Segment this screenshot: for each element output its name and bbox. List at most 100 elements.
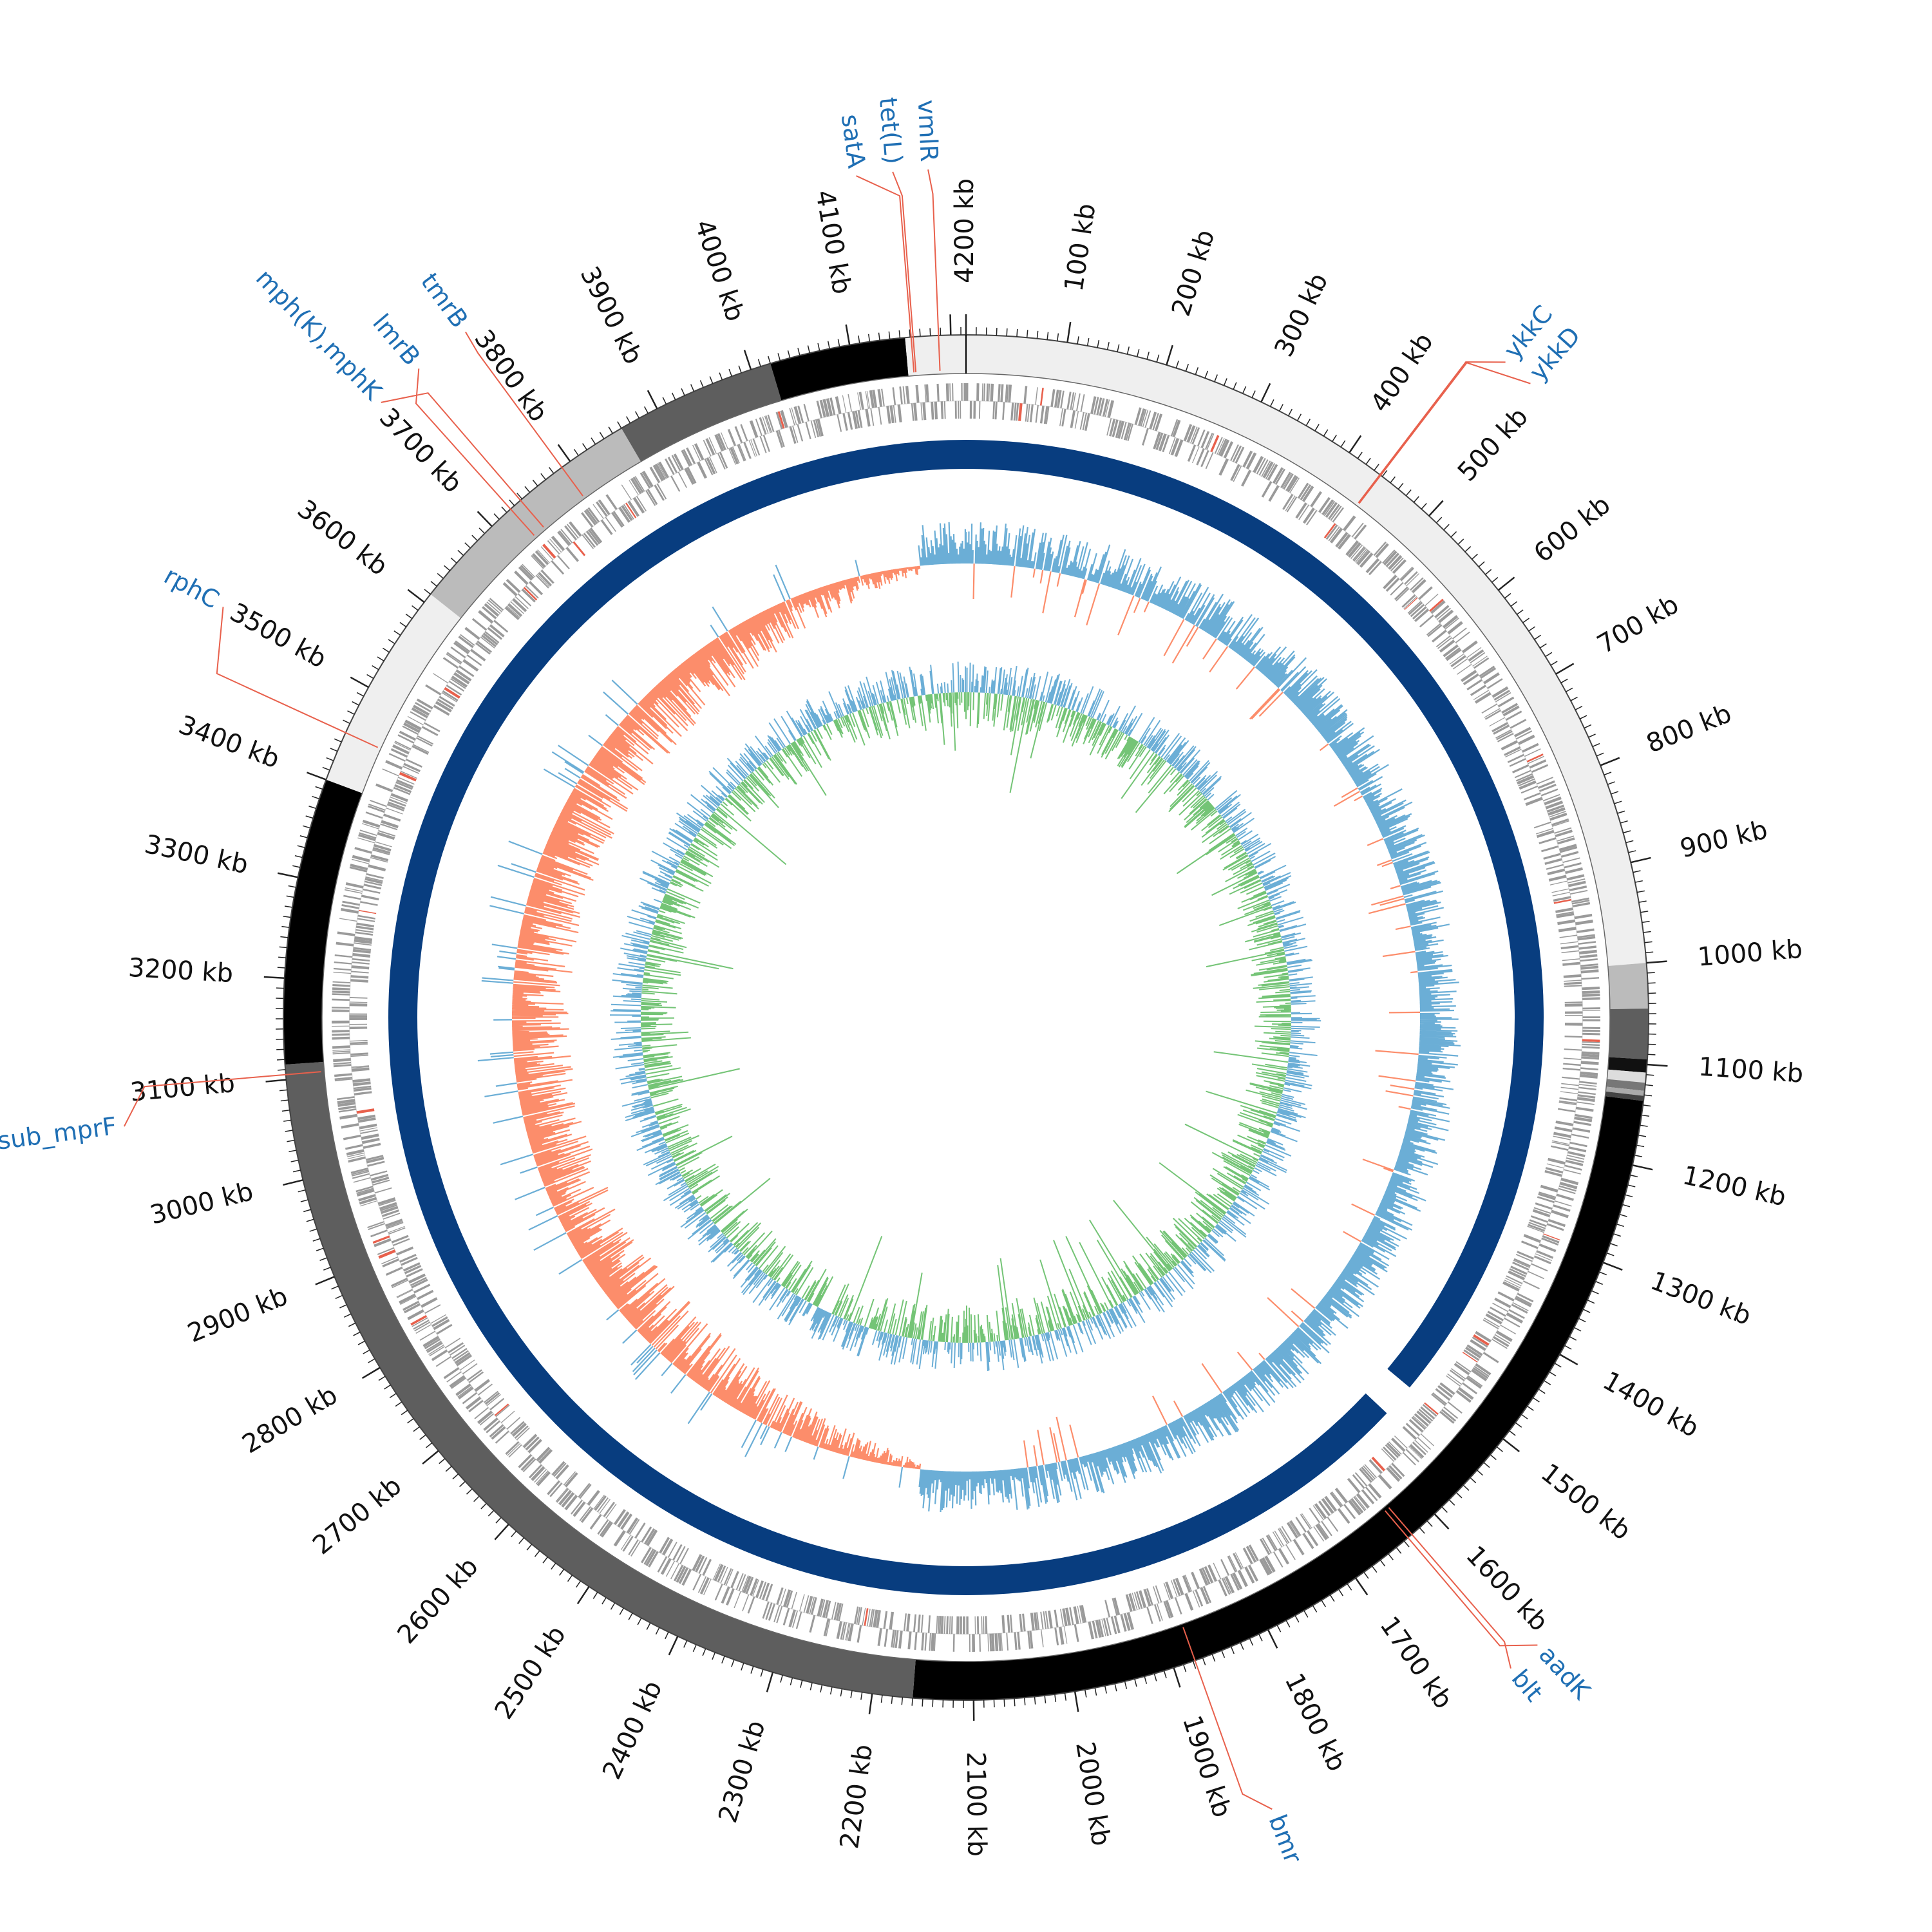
cds-feature <box>799 1594 805 1612</box>
cds-feature <box>630 1540 641 1557</box>
minor-tick <box>1338 1589 1343 1596</box>
minor-tick <box>1613 1233 1622 1237</box>
cds-feature <box>687 466 697 484</box>
cds-feature <box>1473 1365 1490 1378</box>
cds-feature <box>1582 1039 1600 1043</box>
cds-feature <box>674 1564 684 1582</box>
minor-tick <box>316 1247 324 1251</box>
cds-feature <box>1412 606 1427 620</box>
cds-feature <box>392 1280 409 1289</box>
cds-feature <box>1191 427 1200 444</box>
minor-tick <box>287 1139 295 1142</box>
cds-feature <box>1505 748 1522 758</box>
cds-feature <box>877 389 883 407</box>
cds-feature <box>740 424 748 442</box>
cds-feature <box>1468 649 1484 662</box>
cds-feature <box>1464 1346 1482 1359</box>
cds-feature <box>354 936 373 942</box>
cds-feature <box>1404 597 1418 611</box>
cds-feature <box>578 1482 591 1498</box>
cds-feature <box>517 593 532 607</box>
minor-tick <box>637 1618 642 1625</box>
cds-feature <box>1553 898 1572 904</box>
cds-feature <box>1232 445 1242 462</box>
cds-feature <box>1564 862 1582 869</box>
cds-feature <box>573 1501 586 1517</box>
cds-feature <box>1526 753 1544 762</box>
cds-feature <box>1580 1067 1598 1071</box>
cds-feature <box>381 1206 399 1215</box>
cds-feature <box>1462 640 1478 654</box>
cds-feature <box>946 1616 949 1634</box>
cds-feature <box>1196 448 1205 466</box>
cds-feature <box>840 1622 846 1640</box>
cds-feature <box>1113 1597 1121 1616</box>
cds-feature <box>1569 889 1588 895</box>
cds-feature <box>1560 851 1579 858</box>
cds-feature <box>1569 1141 1587 1148</box>
cds-feature <box>553 1463 567 1477</box>
cds-feature <box>1533 1207 1551 1214</box>
minor-tick <box>389 1393 397 1398</box>
cds-feature <box>1509 758 1526 767</box>
gene-leader-line <box>465 331 583 497</box>
cds-feature <box>439 696 455 707</box>
cds-feature <box>410 1276 427 1287</box>
cds-feature <box>1420 1434 1435 1446</box>
cds-feature <box>1525 797 1543 806</box>
minor-tick <box>829 1687 833 1695</box>
cds-feature <box>1120 1614 1127 1632</box>
minor-tick <box>1303 1610 1309 1618</box>
cds-feature <box>359 832 377 839</box>
cds-feature <box>489 1397 505 1410</box>
cds-feature <box>768 1603 776 1621</box>
cds-feature <box>1539 783 1557 792</box>
cds-feature <box>739 444 746 461</box>
cds-feature <box>419 1331 436 1341</box>
cds-feature <box>981 383 983 401</box>
cds-feature <box>370 854 389 862</box>
cds-feature <box>981 1616 983 1634</box>
minor-tick <box>439 1458 446 1464</box>
cds-feature <box>741 1575 749 1593</box>
cds-feature <box>1435 1388 1451 1401</box>
minor-tick <box>1579 715 1587 719</box>
cds-feature <box>714 433 724 452</box>
cds-feature <box>1343 515 1356 531</box>
major-tick <box>1428 500 1444 516</box>
cds-feature <box>857 392 861 410</box>
cds-feature <box>357 837 375 844</box>
cds-feature <box>706 457 716 475</box>
major-tick <box>1602 1262 1623 1271</box>
cds-feature <box>495 1430 509 1444</box>
cds-feature <box>359 1123 377 1130</box>
cds-feature <box>366 873 384 879</box>
cds-feature <box>921 1633 925 1651</box>
cds-feature <box>399 730 416 741</box>
cds-feature <box>809 1615 816 1633</box>
cds-feature <box>522 1458 536 1473</box>
major-tick <box>1502 1438 1520 1452</box>
major-tick <box>743 350 752 370</box>
cds-feature <box>351 1066 370 1069</box>
minor-tick <box>1258 1634 1263 1642</box>
cds-feature <box>725 1569 734 1586</box>
gene-leader-line <box>856 175 915 373</box>
cds-feature <box>730 447 739 465</box>
cds-feature <box>1223 441 1234 459</box>
cds-feature <box>408 1273 426 1284</box>
cds-feature <box>1106 418 1112 436</box>
cds-feature <box>933 1633 936 1651</box>
cds-feature <box>381 820 399 829</box>
cds-feature <box>994 1633 999 1651</box>
cds-feature <box>350 1043 368 1046</box>
cds-feature <box>750 1578 759 1596</box>
cds-feature <box>1454 1363 1470 1376</box>
cds-feature <box>1554 1200 1572 1207</box>
cds-feature <box>1573 1121 1592 1126</box>
minor-tick <box>1332 435 1337 442</box>
minor-tick <box>1233 382 1237 390</box>
cds-feature <box>390 793 408 802</box>
minor-tick <box>1221 1650 1226 1658</box>
cds-feature <box>1481 703 1498 714</box>
